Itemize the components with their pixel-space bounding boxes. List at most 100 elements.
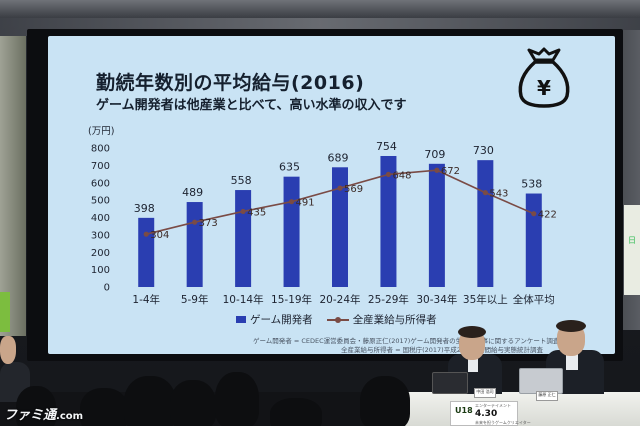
bar-value-label: 538 xyxy=(521,178,542,191)
bar-value-label: 730 xyxy=(473,144,494,157)
bar xyxy=(332,167,348,287)
event-sign-top-text: エンターテイメント xyxy=(475,403,511,408)
event-date: 4.30 xyxy=(475,409,498,419)
legend-item-game-developers: ゲーム開発者 xyxy=(236,312,313,327)
x-tick-label: 20-24年 xyxy=(319,293,360,306)
line-value-label: 569 xyxy=(344,184,363,195)
watermark: ファミ通.com xyxy=(4,404,83,423)
legend-label-all-industry: 全産業給与所得者 xyxy=(352,314,437,326)
legend-label-game-developers: ゲーム開発者 xyxy=(250,314,313,326)
y-tick-label: 800 xyxy=(91,144,110,155)
slide-title: 勤続年数別の平均給与(2016) xyxy=(96,72,365,94)
chart-legend: ゲーム開発者 全産業給与所得者 xyxy=(236,312,437,327)
line-value-label: 422 xyxy=(538,210,557,221)
y-tick-label: 100 xyxy=(91,265,110,276)
name-card-left: 中田 浩司 xyxy=(474,388,496,398)
y-tick-label: 500 xyxy=(91,196,110,207)
y-tick-label: 400 xyxy=(91,213,110,224)
left-wall xyxy=(0,36,26,336)
laptop-left xyxy=(432,372,468,394)
x-tick-label: 15-19年 xyxy=(271,293,312,306)
y-tick-label: 700 xyxy=(91,161,110,172)
audience-head xyxy=(80,388,128,426)
name-card-right-text: 藤原 正仁 xyxy=(538,392,556,397)
bar xyxy=(283,176,300,287)
y-tick-label: 0 xyxy=(104,283,110,294)
line-value-label: 304 xyxy=(150,230,169,241)
y-unit-label: (万円) xyxy=(88,126,114,137)
x-tick-label: 1-4年 xyxy=(132,293,160,306)
audience-head xyxy=(270,398,322,426)
line-value-label: 435 xyxy=(247,207,266,218)
event-sign-bottom-text: 未来を担うゲームクリエイター xyxy=(475,420,531,425)
line-point xyxy=(531,211,537,217)
line-point xyxy=(385,171,392,178)
watermark-brand: ファミ通 xyxy=(4,408,57,423)
line-value-label: 543 xyxy=(489,189,508,200)
line-point xyxy=(240,208,246,215)
presentation-slide: (万円) 0 100 200 300 400 500 600 700 800 398 489 558 6… xyxy=(48,36,615,354)
green-wall-strip xyxy=(0,292,10,332)
x-tick-label: 35年以上 xyxy=(463,293,508,306)
bar-value-label: 398 xyxy=(134,202,155,215)
line-point xyxy=(337,185,343,191)
name-card-left-text: 中田 浩司 xyxy=(476,389,494,394)
event-logo: U18 xyxy=(455,406,473,415)
line-point xyxy=(288,199,295,205)
y-axis: (万円) 0 100 200 300 400 500 600 700 800 xyxy=(88,126,114,294)
y-tick-label: 200 xyxy=(91,248,110,259)
name-card-right: 藤原 正仁 xyxy=(536,391,558,401)
yen-symbol: ¥ xyxy=(537,76,551,100)
x-tick-label: 全体平均 xyxy=(513,293,555,306)
line-point xyxy=(192,219,198,225)
bar-value-label: 489 xyxy=(182,186,203,199)
bar xyxy=(525,193,542,287)
bar xyxy=(380,155,397,287)
x-tick-label: 30-34年 xyxy=(416,293,457,306)
source-note-2: 全産業給与所得者 = 国税庁(2017)平成28年分民間給与実態統計調査 xyxy=(341,346,543,354)
line-point xyxy=(482,190,488,196)
line-value-label: 648 xyxy=(392,170,411,181)
bar xyxy=(428,163,445,287)
bar xyxy=(186,202,203,287)
line-series: 304 373 435 491 569 648 672 543 422 xyxy=(143,166,557,241)
bar xyxy=(138,217,155,287)
y-tick-label: 300 xyxy=(91,230,110,241)
x-axis: 1-4年 5-9年 10-14年 15-19年 20-24年 25-29年 30-34年 35… xyxy=(132,293,554,306)
line-value-label: 491 xyxy=(296,198,315,209)
bar-value-label: 635 xyxy=(279,161,300,174)
speaker-right-hair xyxy=(556,320,586,332)
audience-head xyxy=(360,376,410,426)
ceiling xyxy=(0,0,640,18)
legend-line-swatch xyxy=(326,316,349,323)
source-note-1: ゲーム開発者 = CEDEC運営委員会・藤原正仁(2017)ゲーム開発者の生活と… xyxy=(253,337,576,345)
audience-head xyxy=(16,386,56,426)
speaker-left-shirt xyxy=(468,356,478,372)
audience-head xyxy=(215,372,259,426)
left-person-face xyxy=(0,336,16,364)
bar xyxy=(477,160,494,287)
line-value-label: 373 xyxy=(199,218,218,229)
bar-series: 398 489 558 635 689 754 709 730 538 xyxy=(134,140,542,287)
legend-item-all-industry: 全産業給与所得者 xyxy=(326,312,437,327)
line-value-label: 672 xyxy=(441,166,460,177)
audience-head xyxy=(124,376,176,426)
money-bag-yen-icon: ¥ xyxy=(518,47,570,108)
slide-subtitle: ゲーム開発者は他産業と比べて、高い水準の収入です xyxy=(96,98,407,113)
x-tick-label: 5-9年 xyxy=(181,293,209,306)
bar-value-label: 709 xyxy=(424,148,445,161)
line-point xyxy=(143,231,149,237)
line-point xyxy=(434,167,440,173)
bar xyxy=(235,190,252,287)
salary-chart: (万円) 0 100 200 300 400 500 600 700 800 398 489 558 6… xyxy=(88,126,557,306)
event-sign: U18 エンターテイメント 4.30 未来を担うゲームクリエイター xyxy=(450,401,531,426)
x-tick-label: 10-14年 xyxy=(223,293,264,306)
bar-value-label: 689 xyxy=(328,151,349,164)
bar-value-label: 558 xyxy=(231,174,252,187)
speaker-left-hair xyxy=(458,326,486,338)
audience-head xyxy=(170,380,216,426)
right-side-banner: 日 xyxy=(624,205,640,295)
watermark-suffix: .com xyxy=(56,411,84,422)
bar-value-label: 754 xyxy=(376,140,397,153)
